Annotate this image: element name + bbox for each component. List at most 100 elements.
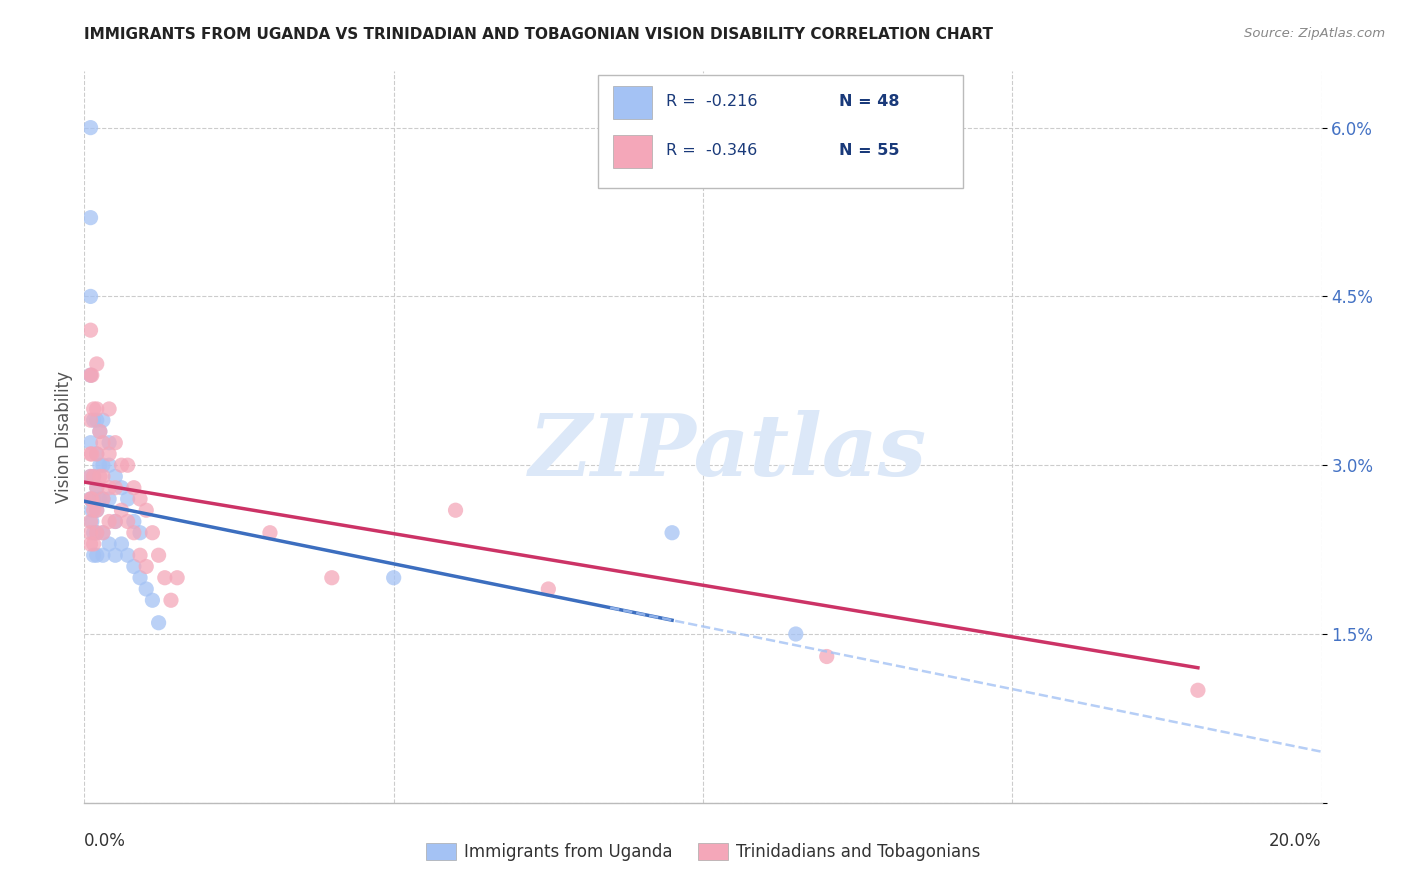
Point (86, 481, 108, 495)
Point (89, 458, 111, 473)
Point (91, 548, 114, 562)
Point (80, 503, 103, 517)
Point (86, 503, 108, 517)
Point (86, 447, 108, 461)
Point (86, 548, 108, 562)
Point (129, 491, 152, 506)
Text: R =  -0.346: R = -0.346 (666, 143, 758, 158)
Point (79, 469, 101, 483)
Point (444, 503, 467, 517)
Point (148, 615, 170, 630)
Point (98, 481, 121, 495)
Point (91, 413, 114, 427)
Point (117, 458, 139, 473)
Point (110, 503, 132, 517)
Text: N = 48: N = 48 (839, 94, 900, 109)
Point (98, 515, 121, 529)
Point (91, 525, 114, 540)
Point (129, 571, 152, 585)
Point (98, 401, 121, 416)
Point (86, 401, 108, 416)
Text: N = 55: N = 55 (839, 143, 900, 158)
Point (135, 503, 157, 517)
Point (98, 447, 121, 461)
Point (79, 413, 101, 427)
Point (815, 649, 838, 664)
Point (83, 525, 105, 540)
Point (91, 458, 114, 473)
Point (148, 548, 170, 562)
Point (89, 491, 111, 506)
Point (89, 425, 111, 439)
Point (110, 537, 132, 551)
Point (91, 491, 114, 506)
Point (259, 525, 281, 540)
Point (98, 458, 121, 473)
Point (98, 435, 121, 450)
Point (89, 425, 111, 439)
Point (321, 571, 343, 585)
Text: R =  -0.216: R = -0.216 (666, 94, 758, 109)
Point (98, 537, 121, 551)
Legend: Immigrants from Uganda, Trinidadians and Tobagonians: Immigrants from Uganda, Trinidadians and… (419, 836, 987, 868)
Point (104, 481, 127, 495)
Point (79, 491, 101, 506)
Point (110, 458, 132, 473)
Point (80, 368, 103, 383)
Point (91, 525, 114, 540)
Point (89, 469, 111, 483)
Point (86, 525, 108, 540)
Point (785, 627, 807, 641)
Point (83, 469, 105, 483)
Text: 0.0%: 0.0% (84, 832, 127, 850)
Point (537, 582, 560, 596)
Point (83, 548, 105, 562)
Point (117, 491, 139, 506)
Point (83, 413, 105, 427)
Point (86, 503, 108, 517)
Text: Source: ZipAtlas.com: Source: ZipAtlas.com (1244, 27, 1385, 40)
Point (79, 491, 101, 506)
Point (104, 515, 127, 529)
Point (79, 289, 101, 303)
Point (122, 481, 145, 495)
Point (80, 447, 103, 461)
Point (83, 491, 105, 506)
Point (80, 491, 103, 506)
Point (91, 469, 114, 483)
Point (117, 548, 139, 562)
Point (141, 593, 163, 607)
Point (122, 515, 145, 529)
FancyBboxPatch shape (598, 75, 963, 188)
Y-axis label: Vision Disability: Vision Disability (55, 371, 73, 503)
Point (104, 469, 127, 483)
Point (86, 447, 108, 461)
Point (80, 515, 103, 529)
Point (104, 548, 127, 562)
Point (79, 537, 101, 551)
Point (382, 571, 405, 585)
Text: 20.0%: 20.0% (1270, 832, 1322, 850)
Point (122, 559, 145, 574)
Point (79, 515, 101, 529)
Point (129, 525, 152, 540)
Point (122, 525, 145, 540)
Point (79, 447, 101, 461)
Point (83, 469, 105, 483)
Point (135, 559, 157, 574)
Point (83, 401, 105, 416)
Text: ZIPatlas: ZIPatlas (529, 410, 927, 493)
Point (86, 525, 108, 540)
FancyBboxPatch shape (613, 136, 652, 169)
Point (79, 211, 101, 225)
Point (86, 357, 108, 371)
Point (79, 435, 101, 450)
Point (79, 469, 101, 483)
Point (79, 368, 101, 383)
Point (141, 525, 163, 540)
Point (1187, 683, 1209, 698)
Point (135, 582, 157, 596)
Point (79, 368, 101, 383)
Point (166, 571, 188, 585)
Point (160, 593, 183, 607)
